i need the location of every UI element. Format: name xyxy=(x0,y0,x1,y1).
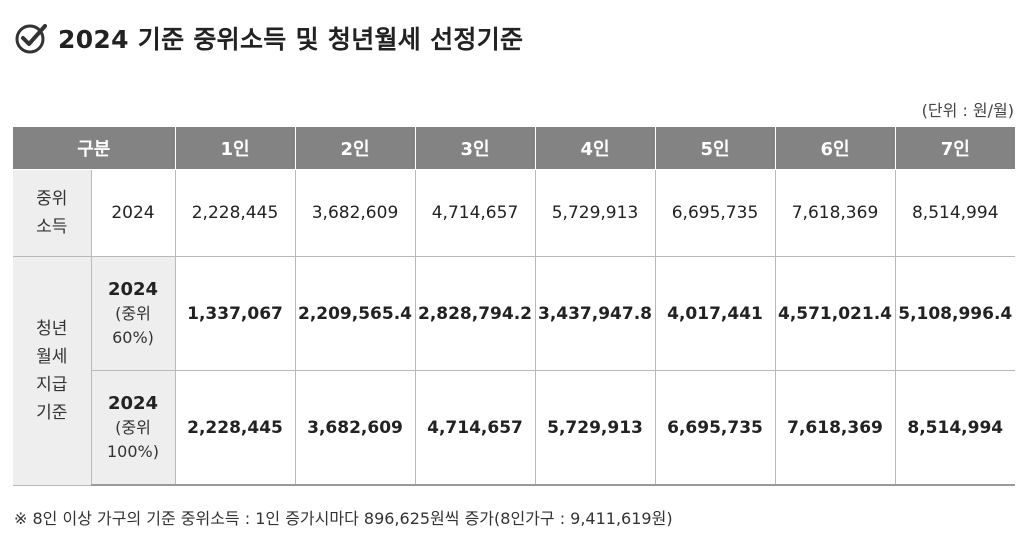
unit-label: (단위 : 원/월) xyxy=(921,101,1014,120)
table-cell: 5,729,913 xyxy=(534,169,656,257)
table-cell: 4,571,021.4 xyxy=(774,256,896,371)
table-cell: 4,714,657 xyxy=(414,370,536,486)
median-income-year: 2024 xyxy=(90,169,176,257)
pct-label: 60%) xyxy=(112,327,154,347)
youth-rent-100-year: 2024 (중위 100%) xyxy=(91,370,176,486)
table-row-youth-rent-100: 2024 (중위 100%) 2,228,445 3,682,609 4,714… xyxy=(13,370,1015,486)
table-cell: 3,682,609 xyxy=(294,370,416,486)
table-cell: 5,729,913 xyxy=(534,370,656,486)
label-line: 지급 xyxy=(36,374,68,395)
table-cell: 5,108,996.4 xyxy=(894,256,1015,371)
header-col: 2인 xyxy=(294,127,416,170)
table-cell: 6,695,735 xyxy=(654,169,776,257)
table-cell: 3,437,947.8 xyxy=(534,256,656,371)
header-col: 5인 xyxy=(654,127,776,170)
pct-label: (중위 xyxy=(115,417,151,437)
header-col: 3인 xyxy=(414,127,536,170)
footnote: ※ 8인 이상 가구의 기준 중위소득 : 1인 증가시마다 896,625원씩… xyxy=(14,509,673,528)
header-col: 1인 xyxy=(174,127,296,170)
table-cell: 7,618,369 xyxy=(774,169,896,257)
table-cell: 3,682,609 xyxy=(294,169,416,257)
table-row-youth-rent-60: 청년 월세 지급 기준 2024 (중위 60%) 1,337,067 2,20… xyxy=(13,256,1015,486)
label-line: 중위 xyxy=(36,189,68,209)
page-title-block: 2024 기준 중위소득 및 청년월세 선정기준 xyxy=(14,20,523,56)
label-line: 기준 xyxy=(36,402,68,423)
table-cell: 2,209,565.4 xyxy=(294,256,416,371)
table-cell: 1,337,067 xyxy=(174,256,296,371)
table-cell: 8,514,994 xyxy=(894,169,1015,257)
table-cell: 6,695,735 xyxy=(654,370,776,486)
label-line: 청년 xyxy=(36,318,68,339)
pct-label: 100%) xyxy=(107,441,159,461)
table-cell: 7,618,369 xyxy=(774,370,896,486)
header-category: 구분 xyxy=(13,127,176,170)
table-cell: 2,228,445 xyxy=(174,169,296,257)
table-cell: 8,514,994 xyxy=(894,370,1015,486)
header-col: 4인 xyxy=(534,127,656,170)
header-col: 6인 xyxy=(774,127,896,170)
youth-rent-label: 청년 월세 지급 기준 xyxy=(13,256,92,486)
page-title: 2024 기준 중위소득 및 청년월세 선정기준 xyxy=(58,25,524,54)
label-line: 월세 xyxy=(36,346,68,367)
table-cell: 4,017,441 xyxy=(654,256,776,371)
youth-rent-60-year: 2024 (중위 60%) xyxy=(90,256,176,371)
year-label: 2024 xyxy=(107,392,159,414)
header-col: 7인 xyxy=(894,127,1015,170)
income-table: 구분 1인 2인 3인 4인 5인 6인 7인 중위 소득 2024 2,228… xyxy=(13,127,1015,486)
label-line: 소득 xyxy=(36,217,68,237)
median-income-label: 중위 소득 xyxy=(13,169,92,257)
table-cell: 4,714,657 xyxy=(414,169,536,257)
table-cell: 2,228,445 xyxy=(174,370,296,486)
year-label: 2024 xyxy=(107,278,159,300)
table-cell: 2,828,794.2 xyxy=(414,256,536,371)
table-row-median-income: 중위 소득 2024 2,228,445 3,682,609 4,714,657… xyxy=(13,169,1015,257)
check-circle-icon xyxy=(15,24,47,54)
pct-label: (중위 xyxy=(115,303,151,323)
table-header-row: 구분 1인 2인 3인 4인 5인 6인 7인 xyxy=(13,127,1015,170)
